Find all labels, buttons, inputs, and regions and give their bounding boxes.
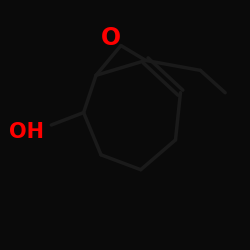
Text: O: O — [101, 26, 121, 50]
Text: OH: OH — [9, 122, 44, 142]
